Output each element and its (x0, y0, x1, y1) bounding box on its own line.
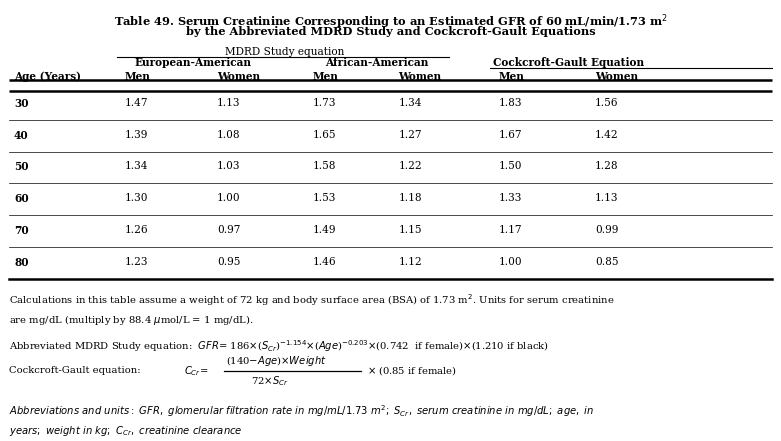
Text: 30: 30 (14, 98, 29, 109)
Text: 1.53: 1.53 (312, 193, 336, 203)
Text: by the Abbreviated MDRD Study and Cockcroft-Gault Equations: by the Abbreviated MDRD Study and Cockcr… (186, 26, 595, 37)
Text: Cockcroft-Gault equation:: Cockcroft-Gault equation: (9, 366, 148, 375)
Text: 1.03: 1.03 (217, 161, 241, 172)
Text: 60: 60 (14, 193, 29, 204)
Text: 80: 80 (14, 257, 29, 268)
Text: Women: Women (398, 71, 441, 82)
Text: 1.67: 1.67 (498, 130, 522, 140)
Text: 1.49: 1.49 (312, 225, 336, 235)
Text: 1.58: 1.58 (312, 161, 336, 172)
Text: 1.12: 1.12 (398, 257, 422, 267)
Text: $\mathit{C_{Cr}}$=: $\mathit{C_{Cr}}$= (184, 364, 208, 378)
Text: 0.95: 0.95 (217, 257, 241, 267)
Text: 1.15: 1.15 (398, 225, 422, 235)
Text: 1.42: 1.42 (595, 130, 619, 140)
Text: 1.28: 1.28 (595, 161, 619, 172)
Text: 1.83: 1.83 (498, 98, 522, 108)
Text: Table 49. Serum Creatinine Corresponding to an Estimated GFR of 60 mL/min/1.73 m: Table 49. Serum Creatinine Corresponding… (113, 12, 668, 31)
Text: 1.08: 1.08 (217, 130, 241, 140)
Text: Abbreviated MDRD Study equation:  $\mathit{GFR}$= 186$\times$($\mathit{S_{Cr}}$): Abbreviated MDRD Study equation: $\mathi… (9, 339, 549, 355)
Text: 1.56: 1.56 (595, 98, 619, 108)
Text: 1.22: 1.22 (398, 161, 422, 172)
Text: 0.85: 0.85 (595, 257, 619, 267)
Text: European-American: European-American (134, 57, 251, 68)
Text: Men: Men (312, 71, 338, 82)
Text: 1.00: 1.00 (217, 193, 241, 203)
Text: Men: Men (125, 71, 151, 82)
Text: Men: Men (498, 71, 524, 82)
Text: 1.30: 1.30 (125, 193, 148, 203)
Text: 1.39: 1.39 (125, 130, 148, 140)
Text: Women: Women (595, 71, 638, 82)
Text: 1.13: 1.13 (595, 193, 619, 203)
Text: 1.13: 1.13 (217, 98, 241, 108)
Text: 1.34: 1.34 (125, 161, 148, 172)
Text: Age (Years): Age (Years) (14, 71, 81, 82)
Text: $\mathit{Abbreviations\ and\ units:\ GFR,\ glomerular\ filtration\ rate\ in\ mg/: $\mathit{Abbreviations\ and\ units:\ GFR… (9, 403, 595, 419)
Text: 1.65: 1.65 (312, 130, 336, 140)
Text: 1.47: 1.47 (125, 98, 148, 108)
Text: 1.27: 1.27 (398, 130, 422, 140)
Text: 1.00: 1.00 (498, 257, 522, 267)
Text: 1.46: 1.46 (312, 257, 336, 267)
Text: 50: 50 (14, 161, 29, 172)
Text: 1.73: 1.73 (312, 98, 336, 108)
Text: 40: 40 (14, 130, 29, 141)
Text: 1.17: 1.17 (498, 225, 522, 235)
Text: 1.26: 1.26 (125, 225, 148, 235)
Text: African-American: African-American (325, 57, 429, 68)
Text: $\times$ (0.85 if female): $\times$ (0.85 if female) (367, 364, 457, 377)
Text: MDRD Study equation: MDRD Study equation (226, 47, 344, 57)
Text: 72$\times$$\mathit{S_{Cr}}$: 72$\times$$\mathit{S_{Cr}}$ (251, 374, 289, 388)
Text: 1.34: 1.34 (398, 98, 422, 108)
Text: 1.50: 1.50 (498, 161, 522, 172)
Text: 0.97: 0.97 (217, 225, 241, 235)
Text: 1.33: 1.33 (498, 193, 522, 203)
Text: are mg/dL (multiply by 88.4 $\mu$mol/L = 1 mg/dL).: are mg/dL (multiply by 88.4 $\mu$mol/L =… (9, 313, 254, 327)
Text: 70: 70 (14, 225, 29, 236)
Text: Calculations in this table assume a weight of 72 kg and body surface area (BSA) : Calculations in this table assume a weig… (9, 292, 615, 308)
Text: 0.99: 0.99 (595, 225, 619, 235)
Text: Women: Women (217, 71, 260, 82)
Text: $\mathit{years;\ weight\ in\ kg;\ C_{Cr},\ creatinine\ clearance}$: $\mathit{years;\ weight\ in\ kg;\ C_{Cr}… (9, 424, 243, 438)
Text: Cockcroft-Gault Equation: Cockcroft-Gault Equation (493, 57, 644, 68)
Text: (140$-$$\mathit{Age}$)$\times$$\mathit{Weight}$: (140$-$$\mathit{Age}$)$\times$$\mathit{W… (226, 354, 327, 368)
Text: 1.18: 1.18 (398, 193, 422, 203)
Text: 1.23: 1.23 (125, 257, 148, 267)
